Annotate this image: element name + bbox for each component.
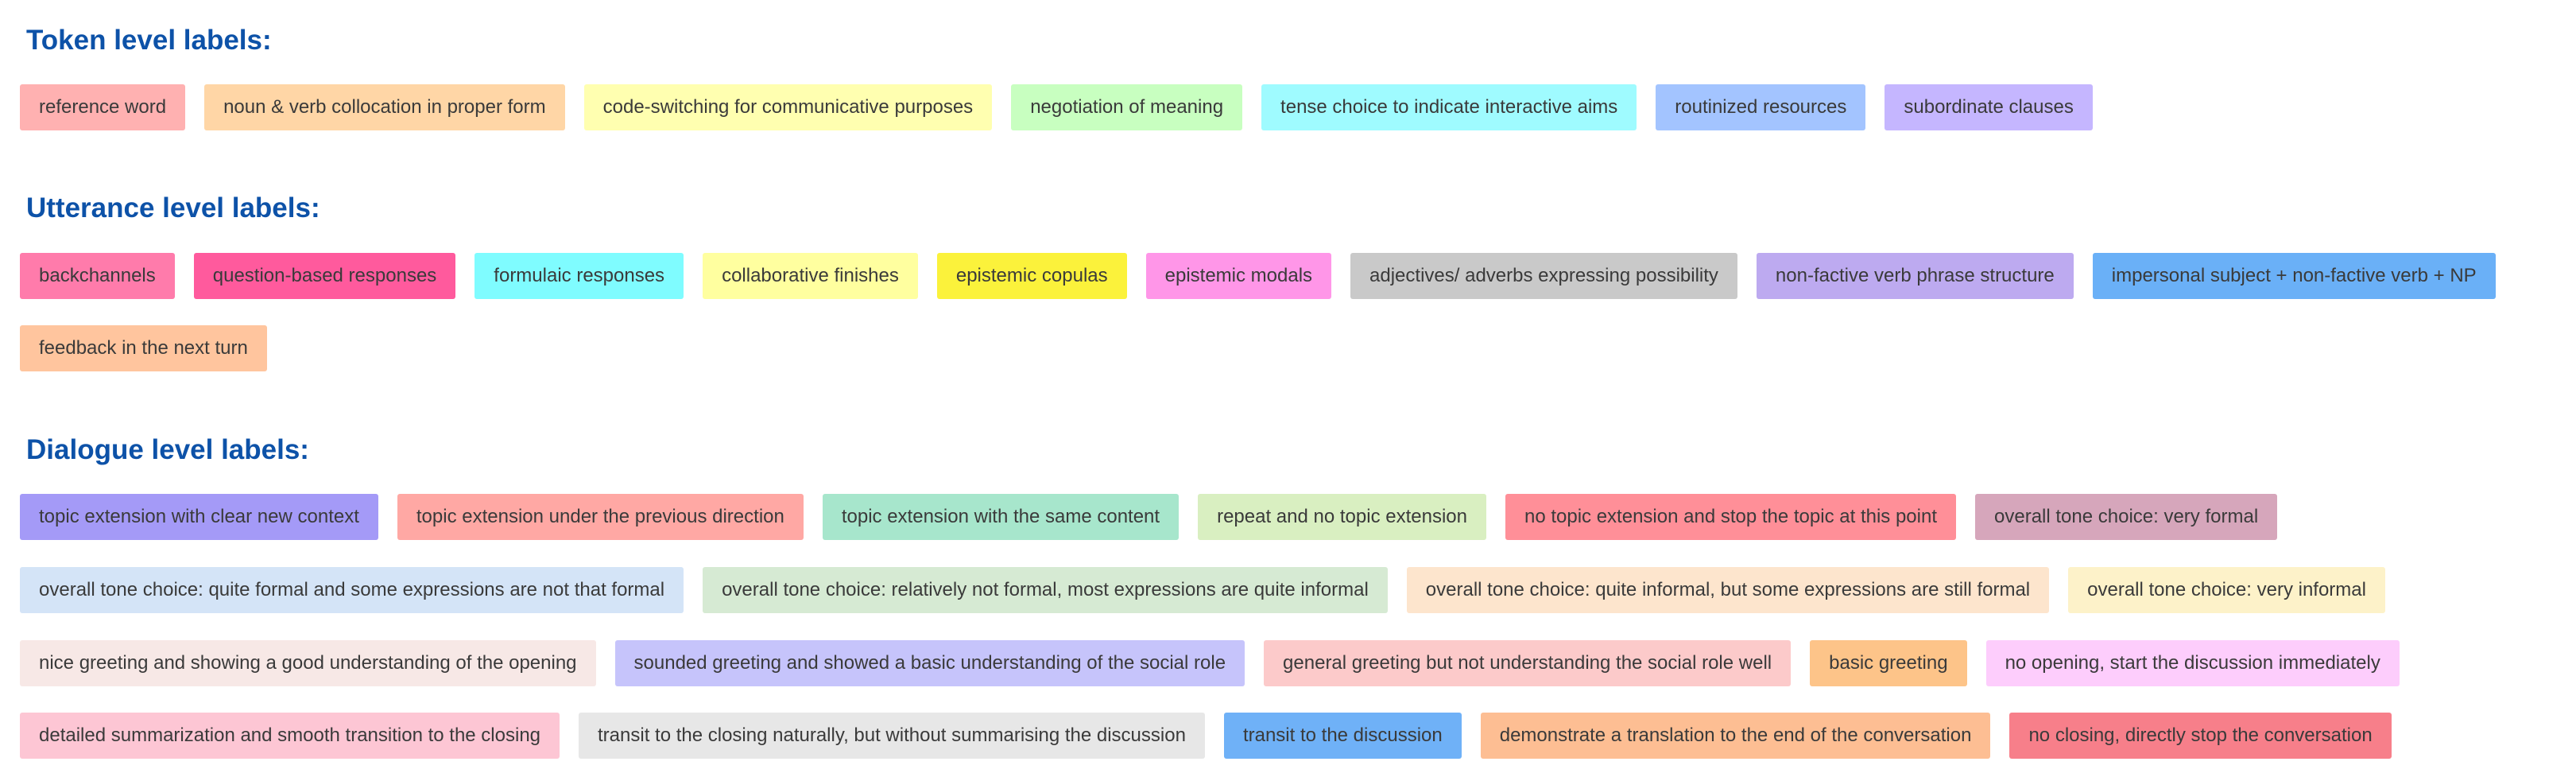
tag-tone-relatively-not-formal[interactable]: overall tone choice: relatively not form… [703, 567, 1388, 613]
tag-backchannels[interactable]: backchannels [20, 253, 175, 299]
tag-no-opening[interactable]: no opening, start the discussion immedia… [1985, 640, 2400, 686]
tag-epistemic-modals[interactable]: epistemic modals [1145, 253, 1332, 299]
dialogue-level-row-4: detailed summarization and smooth transi… [20, 713, 2568, 759]
tag-transit-to-discussion[interactable]: transit to the discussion [1223, 713, 1462, 759]
dialogue-level-row-2: overall tone choice: quite formal and so… [20, 567, 2568, 613]
tag-no-topic-extension-stop[interactable]: no topic extension and stop the topic at… [1505, 494, 1956, 540]
tag-tense-choice[interactable]: tense choice to indicate interactive aim… [1261, 84, 1637, 130]
tag-transit-closing-naturally[interactable]: transit to the closing naturally, but wi… [579, 713, 1205, 759]
tag-general-greeting[interactable]: general greeting but not understanding t… [1264, 640, 1792, 686]
tag-basic-greeting[interactable]: basic greeting [1810, 640, 1967, 686]
tag-reference-word[interactable]: reference word [20, 84, 186, 130]
utterance-level-row-1: backchannels question-based responses fo… [20, 253, 2568, 299]
tag-code-switching[interactable]: code-switching for communicative purpose… [583, 84, 993, 130]
dialogue-level-row-1: topic extension with clear new context t… [20, 494, 2568, 540]
tag-sounded-greeting[interactable]: sounded greeting and showed a basic unde… [614, 640, 1245, 686]
tag-feedback-next-turn[interactable]: feedback in the next turn [20, 325, 267, 371]
tag-question-based-responses[interactable]: question-based responses [193, 253, 456, 299]
dialogue-level-heading: Dialogue level labels: [26, 434, 309, 465]
tag-routinized-resources[interactable]: routinized resources [1656, 84, 1866, 130]
tag-demonstrate-translation[interactable]: demonstrate a translation to the end of … [1480, 713, 1991, 759]
token-level-heading: Token level labels: [26, 25, 272, 56]
token-level-row-1: reference word noun & verb collocation i… [20, 84, 2568, 130]
dialogue-level-row-3: nice greeting and showing a good underst… [20, 640, 2568, 686]
tag-tone-very-formal[interactable]: overall tone choice: very formal [1975, 494, 2278, 540]
tag-tone-very-informal[interactable]: overall tone choice: very informal [2068, 567, 2385, 613]
tag-repeat-no-extension[interactable]: repeat and no topic extension [1198, 494, 1486, 540]
tag-subordinate-clauses[interactable]: subordinate clauses [1885, 84, 2093, 130]
tag-topic-extension-previous-direction[interactable]: topic extension under the previous direc… [397, 494, 804, 540]
tag-impersonal-subject[interactable]: impersonal subject + non-factive verb + … [2092, 253, 2496, 299]
tag-formulaic-responses[interactable]: formulaic responses [475, 253, 684, 299]
tag-topic-extension-same-content[interactable]: topic extension with the same content [822, 494, 1180, 540]
tag-non-factive-verb-phrase[interactable]: non-factive verb phrase structure [1756, 253, 2074, 299]
tag-detailed-summarization[interactable]: detailed summarization and smooth transi… [20, 713, 560, 759]
tag-topic-extension-new-context[interactable]: topic extension with clear new context [20, 494, 378, 540]
tag-negotiation-of-meaning[interactable]: negotiation of meaning [1011, 84, 1243, 130]
tag-nice-greeting[interactable]: nice greeting and showing a good underst… [20, 640, 596, 686]
utterance-level-row-2: feedback in the next turn [20, 325, 2568, 371]
tag-tone-quite-formal[interactable]: overall tone choice: quite formal and so… [20, 567, 684, 613]
tag-epistemic-copulas[interactable]: epistemic copulas [936, 253, 1127, 299]
tag-no-closing[interactable]: no closing, directly stop the conversati… [2009, 713, 2392, 759]
tag-collaborative-finishes[interactable]: collaborative finishes [703, 253, 918, 299]
tag-adjectives-adverbs-possibility[interactable]: adjectives/ adverbs expressing possibili… [1350, 253, 1737, 299]
utterance-level-heading: Utterance level labels: [26, 192, 320, 223]
tag-noun-verb-collocation[interactable]: noun & verb collocation in proper form [204, 84, 565, 130]
tag-tone-quite-informal[interactable]: overall tone choice: quite informal, but… [1406, 567, 2050, 613]
